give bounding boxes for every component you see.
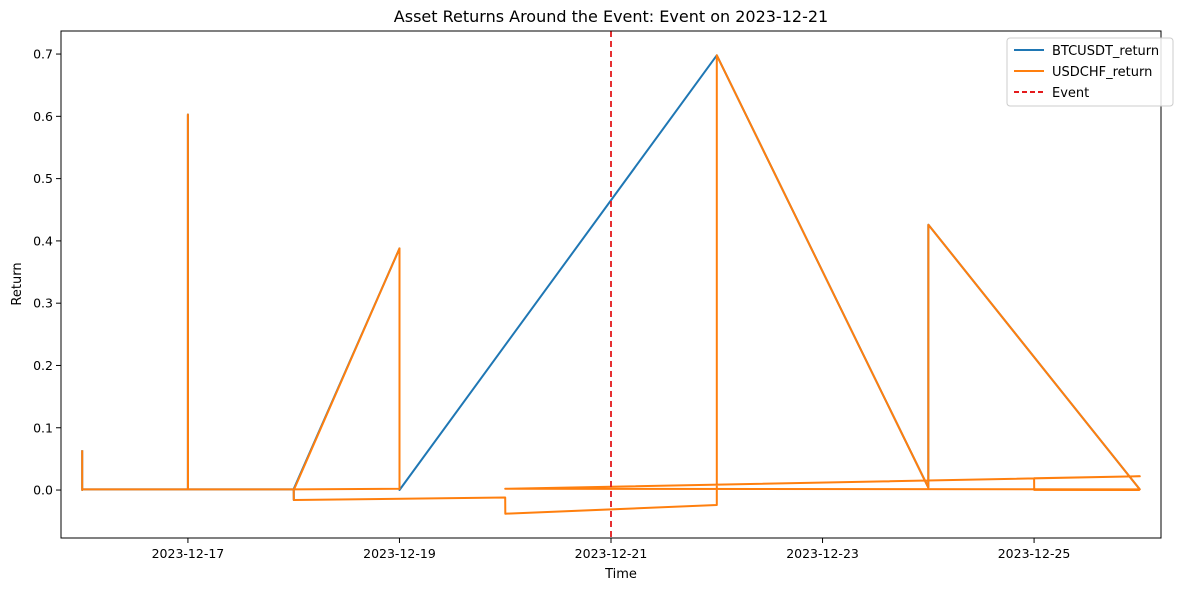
y-tick-label: 0.7 [33, 47, 53, 62]
x-tick-label: 2023-12-21 [575, 546, 648, 561]
x-tick-label: 2023-12-25 [998, 546, 1071, 561]
legend-box [1006, 37, 1174, 107]
y-axis-label: Return [10, 262, 25, 305]
legend-label-btcusdt: BTCUSDT_return [1052, 44, 1159, 59]
y-tick-label: 0.1 [33, 420, 53, 435]
y-tick-label: 0.5 [33, 171, 53, 186]
chart-title: Asset Returns Around the Event: Event on… [394, 7, 828, 26]
y-tick-label: 0.0 [33, 483, 53, 498]
y-tick-label: 0.4 [33, 233, 53, 248]
x-axis-label: Time [604, 567, 637, 582]
x-tick-label: 2023-12-17 [152, 546, 225, 561]
ticks-layer: 2023-12-17 2023-12-19 2023-12-21 2023-12-23… [33, 47, 1070, 561]
legend: BTCUSDT_return USDCHF_return Event [1006, 37, 1174, 107]
y-tick-label: 0.2 [33, 358, 53, 373]
y-tick-label: 0.6 [33, 109, 53, 124]
legend-label-usdchf: USDCHF_return [1052, 65, 1152, 80]
x-tick-label: 2023-12-23 [786, 546, 859, 561]
y-tick-label: 0.3 [33, 296, 53, 311]
x-tick-label: 2023-12-19 [363, 546, 436, 561]
legend-label-event: Event [1052, 86, 1089, 101]
